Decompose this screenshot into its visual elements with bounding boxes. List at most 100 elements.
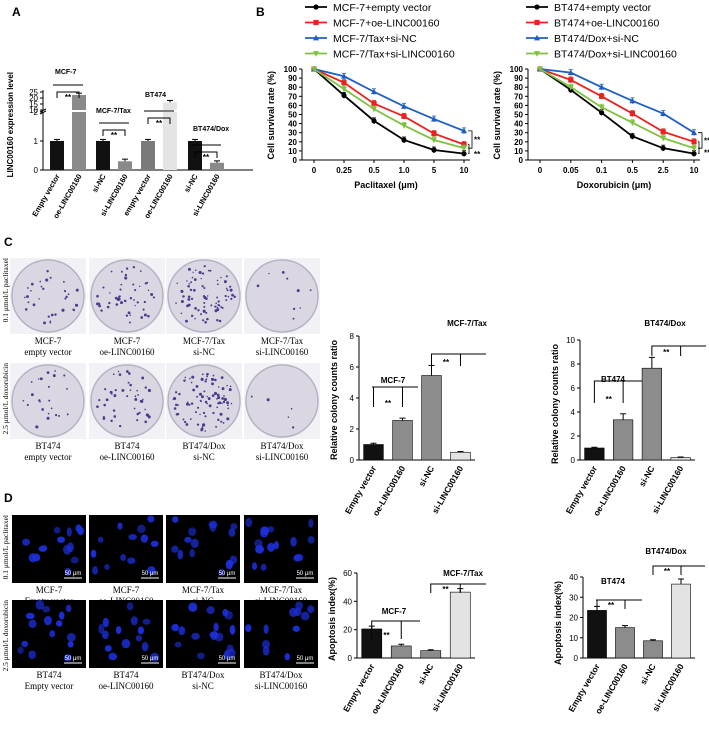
colony bbox=[124, 276, 128, 280]
y-tick-label: 6 bbox=[571, 384, 576, 393]
colony bbox=[118, 424, 122, 428]
colony bbox=[210, 377, 215, 381]
colony bbox=[221, 397, 224, 400]
colony bbox=[133, 407, 136, 410]
nucleus bbox=[147, 515, 155, 523]
caption-line2: si-LINC00160 bbox=[256, 347, 309, 357]
bar bbox=[96, 141, 110, 170]
y-tick-label: 60 bbox=[343, 569, 352, 578]
colony bbox=[185, 402, 190, 406]
caption-line1: MCF-7 bbox=[114, 336, 141, 346]
data-point bbox=[341, 92, 347, 98]
colony bbox=[200, 377, 204, 381]
scale-bar-label: 50 μm bbox=[142, 571, 159, 577]
colony bbox=[47, 315, 50, 318]
colony bbox=[113, 394, 117, 398]
colony bbox=[183, 379, 186, 382]
colony bbox=[196, 395, 199, 398]
nucleus bbox=[65, 604, 72, 613]
series-line bbox=[539, 68, 695, 134]
group-label: MCF-7 bbox=[55, 69, 76, 76]
data-point bbox=[629, 133, 636, 139]
colony bbox=[117, 370, 120, 373]
nucleus bbox=[147, 566, 156, 575]
colony bbox=[151, 293, 153, 296]
y-axis-title: Cell survival rate (%) bbox=[266, 71, 276, 160]
colony bbox=[180, 300, 184, 304]
legend-marker bbox=[534, 34, 540, 41]
nucleus bbox=[308, 518, 314, 528]
colony bbox=[50, 407, 53, 410]
significance-stars: ** bbox=[704, 149, 709, 158]
colony bbox=[292, 317, 295, 320]
colony bbox=[202, 295, 206, 298]
colony bbox=[46, 371, 50, 375]
y-axis-title: Apoptosis index(%) bbox=[327, 577, 337, 661]
colony bbox=[206, 317, 209, 321]
colony bbox=[225, 275, 228, 278]
data-point bbox=[461, 145, 467, 152]
colony bbox=[216, 279, 219, 282]
significance-stars: ** bbox=[65, 93, 72, 102]
colony bbox=[200, 400, 202, 403]
colony bbox=[109, 292, 111, 294]
panel-letters: A B C D bbox=[4, 5, 265, 505]
group-label: BT474/Dox bbox=[644, 319, 686, 328]
y-tick-label: 0 bbox=[293, 156, 298, 165]
series-line bbox=[313, 68, 465, 150]
colony bbox=[134, 398, 138, 401]
colony bbox=[136, 412, 140, 416]
bar bbox=[671, 583, 691, 659]
y-axis-title: Relative colony counts ratio bbox=[550, 344, 560, 465]
legend-entry: MCF-7+oe-LINC00160 bbox=[333, 18, 440, 30]
nucleus bbox=[137, 524, 146, 534]
bar bbox=[584, 447, 605, 461]
bar-upper bbox=[72, 95, 86, 110]
data-point bbox=[341, 86, 347, 93]
nucleus bbox=[177, 549, 184, 560]
colony bbox=[204, 430, 207, 432]
colony bbox=[207, 373, 209, 375]
data-point bbox=[567, 69, 574, 76]
caption-line2: si-NC bbox=[193, 347, 215, 357]
nucleus bbox=[90, 549, 97, 558]
colony bbox=[30, 282, 34, 286]
data-point bbox=[691, 139, 697, 145]
series-line bbox=[539, 68, 695, 155]
y-tick-label: 8 bbox=[571, 360, 576, 369]
colony bbox=[184, 376, 187, 379]
y-tick-label: 20 bbox=[29, 94, 38, 103]
significance-stars: ** bbox=[442, 585, 449, 594]
x-tick-label: si-LINC00160 bbox=[430, 662, 465, 713]
nucleus bbox=[196, 652, 205, 660]
colony bbox=[114, 389, 117, 392]
caption-line2: si-NC bbox=[193, 452, 215, 462]
nucleus bbox=[150, 540, 159, 547]
colony bbox=[26, 295, 29, 298]
nucleus bbox=[66, 542, 74, 553]
y-axis-title: LINC00160 expression level bbox=[6, 72, 15, 177]
colony bbox=[152, 296, 156, 299]
colony bbox=[137, 394, 140, 396]
nucleus bbox=[190, 538, 199, 548]
colony bbox=[110, 270, 113, 273]
colony bbox=[225, 287, 228, 290]
colony bbox=[196, 423, 200, 426]
bar bbox=[449, 591, 471, 659]
culture-dish bbox=[245, 259, 319, 333]
colony bbox=[58, 415, 60, 417]
colony bbox=[134, 304, 136, 307]
nucleus bbox=[188, 527, 197, 536]
caption-line2: oe-LINC00160 bbox=[99, 681, 154, 691]
colony bbox=[230, 402, 233, 405]
significance-stars: ** bbox=[443, 358, 450, 367]
colony bbox=[117, 297, 121, 301]
colony bbox=[133, 299, 135, 301]
bar bbox=[670, 457, 691, 461]
y-tick-label: 6 bbox=[350, 363, 355, 372]
colony bbox=[226, 289, 229, 292]
y-tick-label: 50 bbox=[514, 111, 523, 120]
colony bbox=[104, 388, 107, 391]
